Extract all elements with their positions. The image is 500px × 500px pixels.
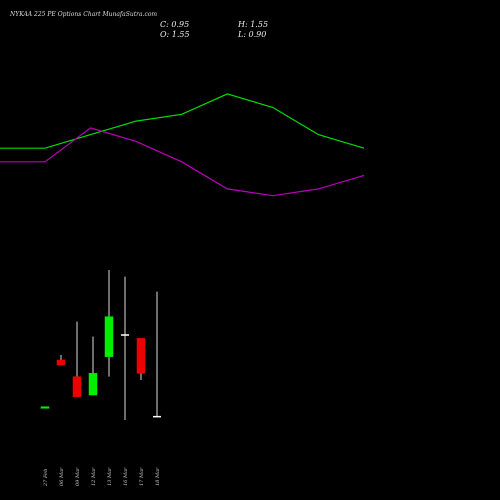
x-tick-label: 13 Mar xyxy=(107,467,113,486)
candle-body xyxy=(104,316,114,357)
candle-body xyxy=(40,406,50,409)
candle xyxy=(88,336,98,396)
close-value: C: 0.95 xyxy=(160,20,189,29)
indicator-lines xyxy=(0,93,365,197)
candle-body xyxy=(121,334,129,336)
candle xyxy=(72,321,82,397)
candlesticks xyxy=(40,270,161,420)
chart-title: NYKAA 225 PE Options Chart MunafaSutra.c… xyxy=(9,11,157,18)
x-tick-label: 09 Mar xyxy=(75,467,81,486)
x-tick-label: 18 Mar xyxy=(155,467,161,486)
x-tick-label: 27 Feb xyxy=(43,469,49,487)
low-value: L: 0.90 xyxy=(237,30,266,39)
x-axis-labels: 27 Feb 06 Mar 09 Mar 12 Mar 13 Mar 16 Mar 17 M… xyxy=(43,467,161,487)
candle xyxy=(56,355,66,366)
indicator-line-1 xyxy=(0,93,365,149)
candle xyxy=(153,291,161,418)
candle xyxy=(104,270,114,377)
candle xyxy=(121,276,129,420)
candle-body xyxy=(88,373,98,396)
candle-body xyxy=(72,376,82,397)
x-tick-label: 12 Mar xyxy=(91,467,97,486)
x-tick-label: 16 Mar xyxy=(123,467,129,486)
open-value: O: 1.55 xyxy=(160,30,190,39)
candle xyxy=(136,338,146,380)
x-tick-label: 06 Mar xyxy=(59,467,65,486)
candle-body xyxy=(136,338,146,374)
candle-body xyxy=(153,415,161,418)
x-tick-label: 17 Mar xyxy=(139,467,145,486)
indicator-line-2 xyxy=(0,127,365,197)
candle xyxy=(40,406,50,409)
high-value: H: 1.55 xyxy=(237,20,268,29)
candle-body xyxy=(56,359,66,366)
